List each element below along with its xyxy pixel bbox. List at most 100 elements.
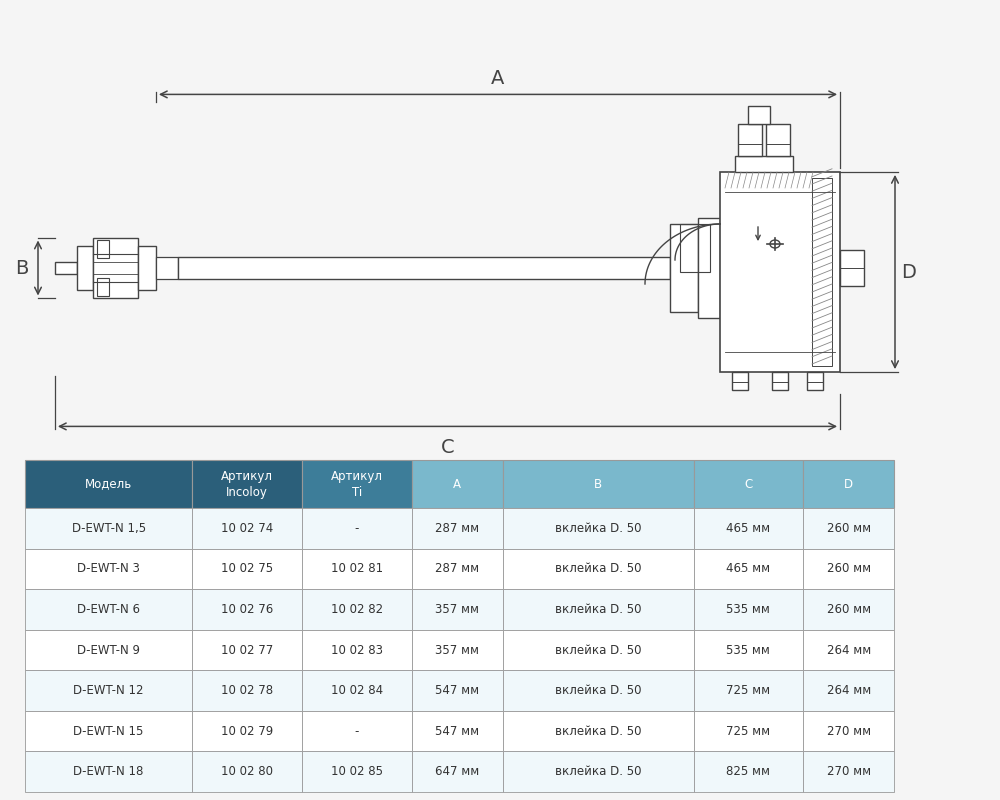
Bar (97, 278, 109, 296)
Bar (25, 670, 192, 711)
Text: 547 мм: 547 мм (435, 725, 479, 738)
Text: вклейка D. 50: вклейка D. 50 (555, 603, 641, 616)
Bar (803, 549, 894, 590)
Text: 287 мм: 287 мм (435, 522, 479, 535)
Text: Артикул
Incoloy: Артикул Incoloy (221, 470, 273, 498)
Text: 260 мм: 260 мм (827, 522, 871, 535)
Bar (302, 460, 412, 508)
Text: 725 мм: 725 мм (726, 725, 770, 738)
Bar (698, 218, 720, 318)
Bar (77, 246, 93, 290)
Bar (25, 549, 192, 590)
Bar (412, 590, 503, 630)
Bar (694, 590, 803, 630)
Bar (803, 751, 894, 792)
Text: 10 02 80: 10 02 80 (221, 766, 273, 778)
Bar (766, 124, 790, 156)
Text: вклейка D. 50: вклейка D. 50 (555, 684, 641, 697)
Bar (97, 240, 109, 258)
Bar (694, 460, 803, 508)
Text: 10 02 77: 10 02 77 (221, 643, 273, 657)
Bar (807, 372, 823, 390)
Bar (694, 711, 803, 751)
Text: 465 мм: 465 мм (726, 522, 770, 535)
Text: D-EWT-N 3: D-EWT-N 3 (77, 562, 140, 575)
Bar (178, 257, 670, 279)
Bar (503, 590, 694, 630)
Text: C: C (441, 438, 454, 457)
Text: 825 мм: 825 мм (726, 766, 770, 778)
Text: 647 мм: 647 мм (435, 766, 479, 778)
Text: 287 мм: 287 мм (435, 562, 479, 575)
Bar (503, 630, 694, 670)
Text: вклейка D. 50: вклейка D. 50 (555, 522, 641, 535)
Bar (302, 508, 412, 549)
Bar (412, 670, 503, 711)
Text: 260 мм: 260 мм (827, 603, 871, 616)
Text: 264 мм: 264 мм (827, 643, 871, 657)
Bar (503, 460, 694, 508)
Bar (680, 224, 710, 272)
Text: A: A (453, 478, 461, 490)
Bar (694, 630, 803, 670)
Bar (302, 751, 412, 792)
Bar (840, 250, 864, 286)
Bar (25, 590, 192, 630)
Bar (25, 711, 192, 751)
Bar (156, 257, 178, 279)
Bar (772, 372, 788, 390)
Text: вклейка D. 50: вклейка D. 50 (555, 643, 641, 657)
Text: 270 мм: 270 мм (827, 766, 871, 778)
Text: 10 02 81: 10 02 81 (331, 562, 383, 575)
Text: 10 02 78: 10 02 78 (221, 684, 273, 697)
Bar (192, 590, 302, 630)
Bar (670, 224, 698, 312)
Text: A: A (491, 69, 505, 88)
Bar (302, 711, 412, 751)
Bar (25, 751, 192, 792)
Text: Модель: Модель (85, 478, 132, 490)
Bar (803, 630, 894, 670)
Text: 10 02 76: 10 02 76 (221, 603, 273, 616)
Text: 535 мм: 535 мм (726, 603, 770, 616)
Text: Артикул
Ti: Артикул Ti (331, 470, 383, 498)
Bar (694, 549, 803, 590)
Text: 725 мм: 725 мм (726, 684, 770, 697)
Text: 547 мм: 547 мм (435, 684, 479, 697)
Bar (302, 590, 412, 630)
Bar (503, 711, 694, 751)
Bar (192, 670, 302, 711)
Text: 10 02 85: 10 02 85 (331, 766, 383, 778)
Bar (412, 751, 503, 792)
Text: 535 мм: 535 мм (726, 643, 770, 657)
Text: 264 мм: 264 мм (827, 684, 871, 697)
Bar (302, 549, 412, 590)
Bar (412, 508, 503, 549)
Bar (412, 460, 503, 508)
Bar (93, 238, 138, 298)
Bar (55, 262, 77, 274)
Bar (503, 751, 694, 792)
Bar (302, 670, 412, 711)
Text: 10 02 84: 10 02 84 (331, 684, 383, 697)
Bar (803, 711, 894, 751)
Bar (192, 508, 302, 549)
Bar (748, 106, 770, 124)
Bar (803, 508, 894, 549)
Bar (412, 549, 503, 590)
Bar (812, 178, 832, 366)
Bar (138, 246, 156, 290)
Text: 260 мм: 260 мм (827, 562, 871, 575)
Text: D-EWT-N 9: D-EWT-N 9 (77, 643, 140, 657)
Circle shape (770, 240, 780, 248)
Text: D-EWT-N 18: D-EWT-N 18 (73, 766, 144, 778)
Bar (738, 124, 762, 156)
Bar (25, 460, 192, 508)
Text: 357 мм: 357 мм (435, 643, 479, 657)
Text: 10 02 74: 10 02 74 (221, 522, 273, 535)
Text: D: D (902, 262, 916, 282)
Text: вклейка D. 50: вклейка D. 50 (555, 725, 641, 738)
Text: 10 02 75: 10 02 75 (221, 562, 273, 575)
Text: -: - (355, 522, 359, 535)
Bar (803, 590, 894, 630)
